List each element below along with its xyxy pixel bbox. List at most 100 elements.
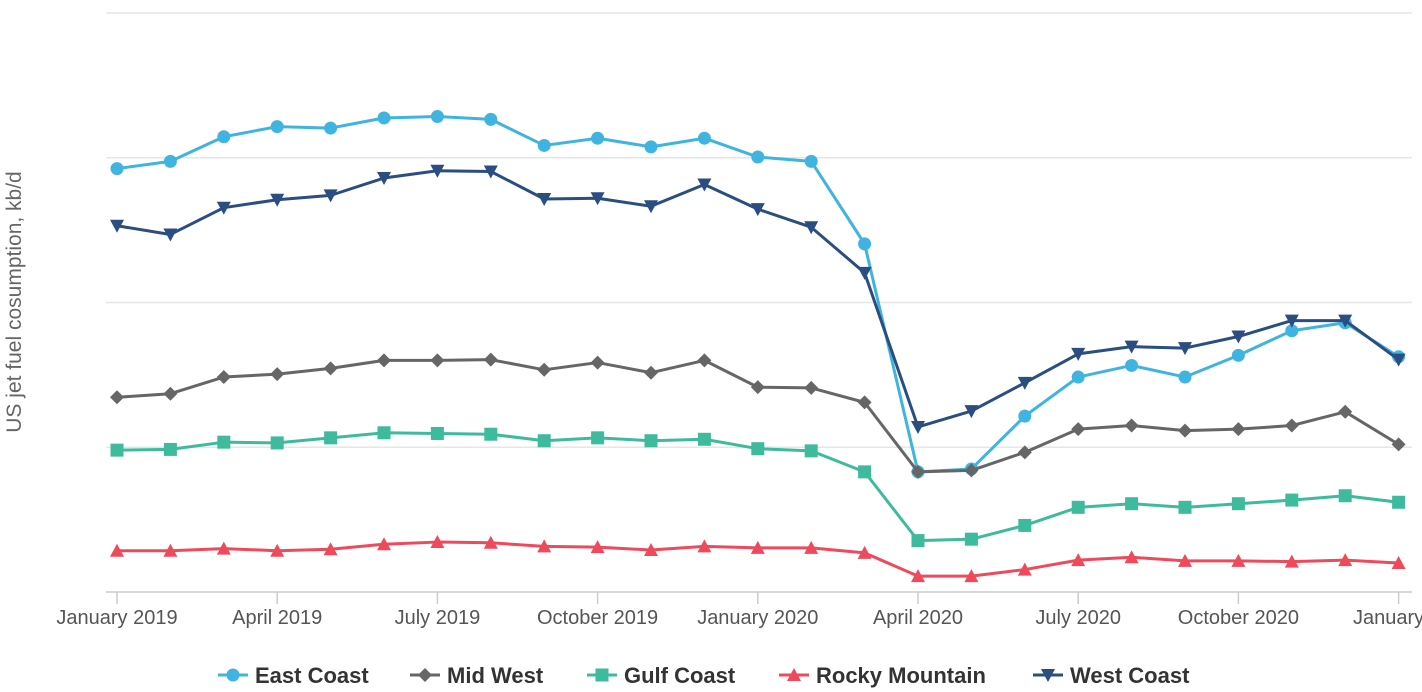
data-point[interactable]: [591, 431, 605, 445]
data-point[interactable]: [697, 178, 712, 192]
data-point[interactable]: [644, 434, 658, 448]
data-point[interactable]: [1018, 518, 1032, 532]
data-point[interactable]: [1125, 497, 1139, 511]
data-point[interactable]: [483, 352, 498, 367]
data-point[interactable]: [110, 443, 124, 457]
data-point[interactable]: [1284, 418, 1299, 433]
data-point[interactable]: [217, 130, 231, 144]
data-point[interactable]: [377, 111, 391, 125]
data-point[interactable]: [430, 164, 445, 178]
data-point[interactable]: [377, 537, 391, 551]
data-point[interactable]: [1338, 404, 1353, 419]
data-point[interactable]: [1285, 493, 1299, 507]
data-point[interactable]: [750, 380, 765, 395]
data-point[interactable]: [377, 353, 391, 368]
data-point[interactable]: [163, 228, 178, 242]
data-point[interactable]: [324, 431, 338, 445]
data-point[interactable]: [1071, 422, 1086, 437]
data-point[interactable]: [1231, 497, 1245, 511]
data-point[interactable]: [1178, 423, 1192, 438]
data-point[interactable]: [110, 219, 124, 233]
data-point[interactable]: [163, 386, 178, 401]
data-point[interactable]: [804, 380, 819, 395]
data-point[interactable]: [323, 542, 338, 556]
data-point[interactable]: [1284, 554, 1299, 568]
data-point[interactable]: [644, 365, 658, 380]
data-point[interactable]: [1017, 562, 1032, 576]
data-point[interactable]: [1392, 495, 1406, 509]
data-point[interactable]: [483, 535, 498, 549]
data-point[interactable]: [1071, 370, 1085, 384]
data-point[interactable]: [217, 435, 231, 449]
data-point[interactable]: [964, 569, 979, 583]
data-point[interactable]: [1178, 342, 1192, 356]
data-point[interactable]: [1284, 314, 1299, 328]
data-point[interactable]: [591, 131, 605, 145]
data-point[interactable]: [964, 463, 979, 478]
data-point[interactable]: [590, 355, 605, 370]
data-point[interactable]: [590, 192, 605, 206]
data-point[interactable]: [430, 426, 444, 440]
data-point[interactable]: [270, 436, 284, 450]
data-point[interactable]: [804, 221, 819, 235]
legend-item[interactable]: West Coast: [1033, 663, 1190, 688]
data-point[interactable]: [964, 405, 979, 419]
data-point[interactable]: [911, 420, 925, 434]
data-point[interactable]: [697, 539, 712, 553]
data-point[interactable]: [590, 540, 605, 554]
data-point[interactable]: [270, 543, 285, 557]
data-point[interactable]: [484, 427, 498, 441]
data-point[interactable]: [804, 540, 819, 554]
data-point[interactable]: [1231, 422, 1246, 437]
data-point[interactable]: [697, 432, 711, 446]
data-point[interactable]: [483, 165, 498, 179]
data-point[interactable]: [1125, 358, 1139, 372]
data-point[interactable]: [1071, 347, 1086, 361]
data-point[interactable]: [964, 532, 978, 546]
data-point[interactable]: [1231, 348, 1245, 362]
data-point[interactable]: [484, 112, 498, 126]
data-point[interactable]: [750, 540, 765, 554]
data-point[interactable]: [644, 200, 658, 214]
data-point[interactable]: [1124, 418, 1139, 433]
data-point[interactable]: [857, 266, 872, 280]
legend-item[interactable]: East Coast: [218, 663, 369, 688]
data-point[interactable]: [537, 434, 551, 448]
data-point[interactable]: [163, 543, 178, 557]
legend-item[interactable]: Rocky Mountain: [779, 663, 986, 688]
data-point[interactable]: [1285, 324, 1299, 338]
data-point[interactable]: [110, 162, 124, 176]
data-point[interactable]: [1017, 445, 1032, 460]
data-point[interactable]: [537, 362, 552, 377]
data-point[interactable]: [911, 464, 925, 479]
data-point[interactable]: [216, 201, 231, 215]
data-point[interactable]: [1071, 553, 1086, 567]
legend-item[interactable]: Gulf Coast: [587, 663, 736, 688]
data-point[interactable]: [1231, 330, 1246, 344]
data-point[interactable]: [1124, 550, 1139, 564]
data-point[interactable]: [537, 138, 551, 152]
data-point[interactable]: [1391, 437, 1406, 452]
data-point[interactable]: [1018, 409, 1032, 423]
data-point[interactable]: [324, 121, 338, 135]
data-point[interactable]: [1178, 370, 1192, 384]
data-point[interactable]: [270, 193, 285, 207]
data-point[interactable]: [857, 545, 872, 559]
data-point[interactable]: [644, 543, 658, 557]
data-point[interactable]: [377, 172, 391, 186]
data-point[interactable]: [697, 131, 711, 145]
data-point[interactable]: [1178, 500, 1192, 514]
data-point[interactable]: [858, 465, 872, 479]
data-point[interactable]: [110, 390, 124, 405]
data-point[interactable]: [163, 442, 177, 456]
data-point[interactable]: [857, 395, 872, 410]
data-point[interactable]: [1338, 314, 1353, 328]
data-point[interactable]: [1391, 353, 1406, 367]
data-point[interactable]: [697, 353, 712, 368]
data-point[interactable]: [270, 120, 284, 134]
data-point[interactable]: [858, 237, 872, 251]
data-point[interactable]: [751, 150, 765, 164]
legend-item[interactable]: Mid West: [410, 663, 544, 688]
data-point[interactable]: [537, 539, 552, 553]
data-point[interactable]: [110, 543, 124, 557]
